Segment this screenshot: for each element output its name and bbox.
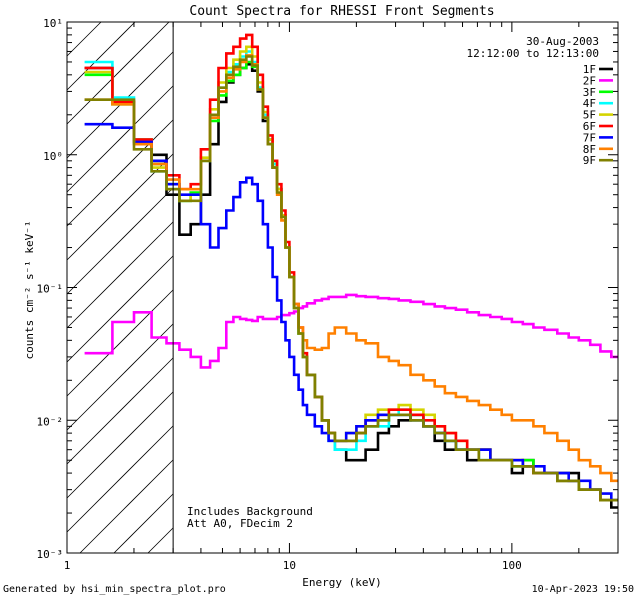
hatch-line — [147, 527, 174, 554]
legend-label-3f: 3F — [583, 86, 596, 99]
hatch-line — [66, 425, 174, 533]
x-tick-label: 100 — [502, 559, 522, 572]
generator-credit: Generated by hsi_min_spectra_plot.pro — [3, 584, 226, 595]
date-label: 30-Aug-2003 — [526, 35, 599, 48]
hatch-line — [66, 323, 174, 431]
y-tick-label: 10¹ — [43, 17, 63, 30]
series-7f — [84, 122, 618, 502]
legend-label-5f: 5F — [583, 109, 596, 122]
legend-label-6f: 6F — [583, 120, 596, 133]
axis-ticks: 1 10 100 10⁻³ 10⁻² 10⁻¹ 10⁰ 10¹ — [37, 17, 619, 572]
hatch-line — [66, 221, 174, 329]
y-axis-label: counts cm⁻² s⁻¹ keV⁻¹ — [23, 220, 36, 359]
series-6f — [84, 33, 618, 502]
annotation-attenuator: Att A0, FDecim 2 — [187, 517, 293, 530]
x-axis-label: Energy (keV) — [302, 576, 381, 589]
legend-label-8f: 8F — [583, 143, 596, 156]
y-tick-label: 10⁻¹ — [37, 283, 64, 296]
legend-label-2f: 2F — [583, 74, 596, 87]
y-tick-label: 10⁻³ — [37, 548, 64, 561]
hatch-line — [66, 119, 174, 227]
time-range-label: 12:12:00 to 12:13:00 — [467, 47, 599, 60]
chart-title: Count Spectra for RHESSI Front Segments — [189, 4, 494, 19]
hatch-line — [66, 255, 174, 363]
hatch-line — [66, 187, 174, 295]
legend-label-9f: 9F — [583, 154, 596, 167]
excluded-region-hatch — [66, 21, 174, 554]
x-tick-label: 1 — [64, 559, 71, 572]
x-tick-label: 10 — [283, 559, 296, 572]
legend-label-4f: 4F — [583, 97, 596, 110]
hatch-line — [66, 85, 174, 193]
legend-label-7f: 7F — [583, 131, 596, 144]
hatch-line — [66, 21, 170, 125]
y-tick-label: 10⁻² — [37, 415, 64, 428]
series-2f — [84, 293, 618, 369]
legend-label-1f: 1F — [583, 63, 596, 76]
series-layer — [84, 33, 618, 509]
hatch-line — [79, 459, 174, 554]
hatch-line — [66, 357, 174, 465]
hatch-line — [113, 493, 174, 554]
y-tick-label: 10⁰ — [43, 150, 63, 163]
hatch-line — [66, 391, 174, 499]
render-timestamp: 10-Apr-2023 19:50 — [531, 584, 634, 595]
series-8f — [84, 54, 618, 483]
hatch-line — [66, 21, 102, 57]
hatch-line — [66, 289, 174, 397]
hatch-line — [66, 153, 174, 261]
annotation-background: Includes Background — [187, 505, 313, 518]
hatch-line — [66, 21, 136, 91]
series-9f — [84, 55, 618, 502]
